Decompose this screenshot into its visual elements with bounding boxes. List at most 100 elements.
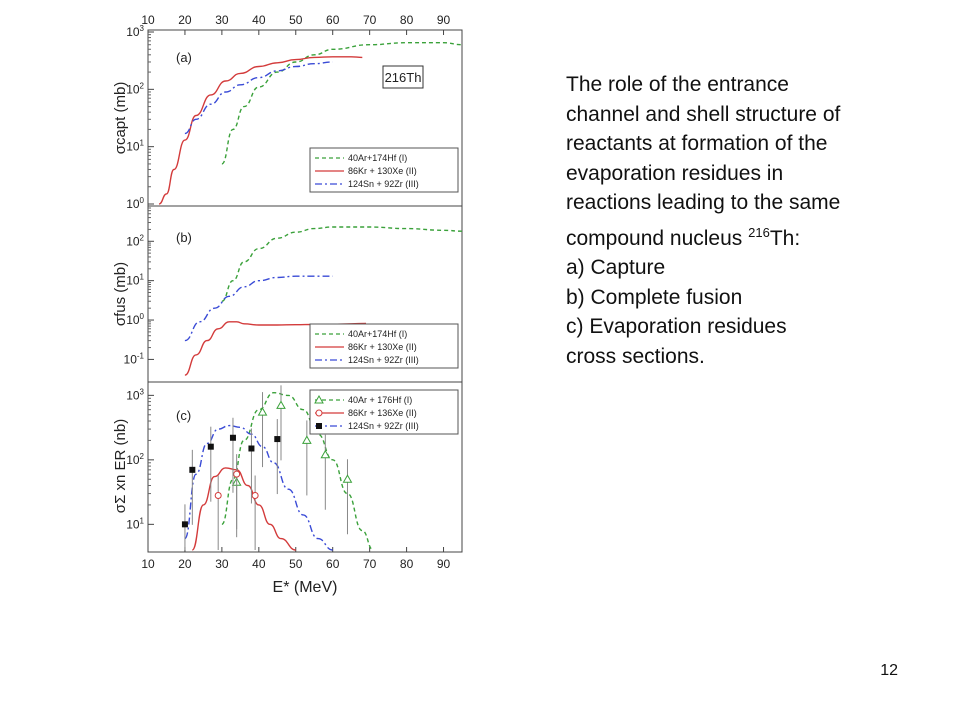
panel-b-label: (b) [176, 230, 192, 245]
panel-a-x-ticks-top: 10 20 30 40 50 60 70 80 90 [141, 13, 451, 35]
x-tick-label: 70 [363, 557, 377, 571]
x-tick-label: 20 [178, 13, 192, 27]
y-tick-label: 102 [126, 233, 144, 248]
panel-a-label: (a) [176, 50, 192, 65]
legend-label: 40Ar + 176Hf (I) [348, 395, 412, 405]
data-point [342, 474, 353, 483]
x-tick-label: 10 [141, 13, 155, 27]
description-line: c) Evaporation residues [566, 315, 787, 338]
y-tick-label: 103 [126, 24, 144, 39]
panel-c-label: (c) [176, 408, 191, 423]
legend-box [309, 389, 459, 435]
legend-label: 40Ar+174Hf (I) [348, 329, 407, 339]
panel-c-legend: 40Ar + 176Hf (I) 86Kr + 136Xe (II) 124Sn +… [309, 389, 459, 435]
data-point [320, 449, 331, 459]
panel-a-legend: 40Ar+174Hf (I) 86Kr + 130Xe (II) 124Sn + 9… [309, 147, 459, 193]
data-point [274, 436, 281, 443]
data-point [229, 434, 236, 441]
legend-marker [315, 409, 323, 417]
data-point [233, 470, 241, 478]
panel-c: 10 20 30 40 50 60 70 80 90 101 102 103 (c) σΣ xn E… [112, 381, 463, 596]
data-point [276, 400, 286, 409]
description-line: cross sections. [566, 344, 705, 368]
legend-label: 124Sn + 92Zr (III) [348, 421, 419, 431]
legend-label: 124Sn + 92Zr (III) [348, 179, 419, 189]
series-line [184, 424, 333, 551]
x-tick-label: 40 [252, 557, 266, 571]
panel-a-badge: 216Th [385, 70, 422, 85]
data-point [207, 443, 214, 450]
x-tick-label: 90 [437, 13, 451, 27]
panel-c-frame [147, 381, 463, 553]
y-tick-label: 100 [126, 196, 144, 211]
page-number: 12 [880, 662, 898, 679]
series-line [221, 226, 463, 302]
panel-a: 10 20 30 40 50 60 70 80 90 100 101 102 103 (a) σcap… [112, 13, 463, 211]
series-line [221, 391, 374, 551]
series-line [221, 42, 463, 165]
y-tick-label: 102 [126, 81, 144, 96]
x-tick-label: 30 [215, 13, 229, 27]
data-point [251, 491, 259, 499]
legend-label: 124Sn + 92Zr (III) [348, 355, 419, 365]
y-tick-label: 103 [126, 387, 144, 402]
series-line [158, 56, 363, 205]
y-tick-label: 10-1 [124, 351, 145, 366]
panel-a-badge-box [382, 65, 424, 89]
panel-c-ylabel: σΣ xn ER (nb) [112, 419, 129, 513]
legend-marker [316, 423, 322, 429]
panel-a-ylabel: σcapt (mb) [112, 82, 129, 155]
description-line: evaporation residues in [566, 161, 784, 185]
x-tick-label: 10 [141, 557, 155, 571]
panel-a-series [158, 42, 463, 205]
panel-c-y-ticks: 101 102 103 [126, 387, 154, 531]
legend-label: 40Ar+174Hf (I) [348, 153, 407, 163]
data-point [214, 491, 222, 499]
legend-label: 86Kr + 130Xe (II) [348, 166, 417, 176]
legend-box [309, 147, 459, 193]
x-tick-label: 80 [400, 557, 414, 571]
y-tick-label: 101 [126, 516, 144, 531]
panel-b-legend: 40Ar+174Hf (I) 86Kr + 130Xe (II) 124Sn + 9… [309, 323, 459, 369]
series-line [191, 467, 296, 551]
y-tick-label: 100 [126, 312, 144, 327]
x-tick-label: 60 [326, 557, 340, 571]
panel-c-xlabel: E* (MeV) [273, 579, 338, 596]
series-line [184, 61, 333, 135]
description-line: b) Complete fusion [566, 285, 743, 309]
x-tick-label: 30 [215, 557, 229, 571]
legend-label: 86Kr + 136Xe (II) [348, 408, 417, 418]
description-line: compound nucleus 216Th: [566, 224, 801, 250]
x-tick-label: 90 [437, 557, 451, 571]
panel-b-y-ticks: 10-1 100 101 102 [124, 207, 154, 366]
description-line: The role of the entrance [566, 73, 789, 96]
x-tick-label: 70 [363, 13, 377, 27]
legend-marker [314, 394, 324, 404]
description-line: reactants at formation of the [566, 132, 828, 155]
panel-c-x-ticks: 10 20 30 40 50 60 70 80 90 [141, 547, 451, 571]
panel-a-y-ticks: 100 101 102 103 [126, 24, 154, 211]
panel-b-ylabel: σfus (mb) [112, 262, 129, 326]
x-tick-label: 50 [289, 13, 303, 27]
description-line: channel and shell structure of [566, 102, 841, 126]
x-tick-label: 40 [252, 13, 266, 27]
description-line: a) Capture [566, 256, 666, 279]
description-line: reactions leading to the same [566, 191, 841, 214]
panel-b: 10-1 100 101 102 (b) σfus (mb) 40Ar+174Hf (… [112, 205, 463, 383]
data-point [181, 521, 188, 528]
data-point [248, 445, 255, 452]
panel-c-points [181, 385, 353, 550]
x-tick-label: 20 [178, 557, 192, 571]
legend-label: 86Kr + 130Xe (II) [348, 342, 417, 352]
y-tick-label: 102 [126, 452, 144, 467]
series-line [184, 275, 333, 342]
data-point [189, 466, 196, 473]
data-point [301, 435, 312, 444]
y-tick-label: 101 [126, 273, 144, 288]
x-tick-label: 50 [289, 557, 303, 571]
legend-box [309, 323, 459, 369]
y-tick-label: 101 [126, 139, 144, 154]
x-tick-label: 80 [400, 13, 414, 27]
data-point [257, 407, 268, 416]
x-tick-label: 60 [326, 13, 340, 27]
